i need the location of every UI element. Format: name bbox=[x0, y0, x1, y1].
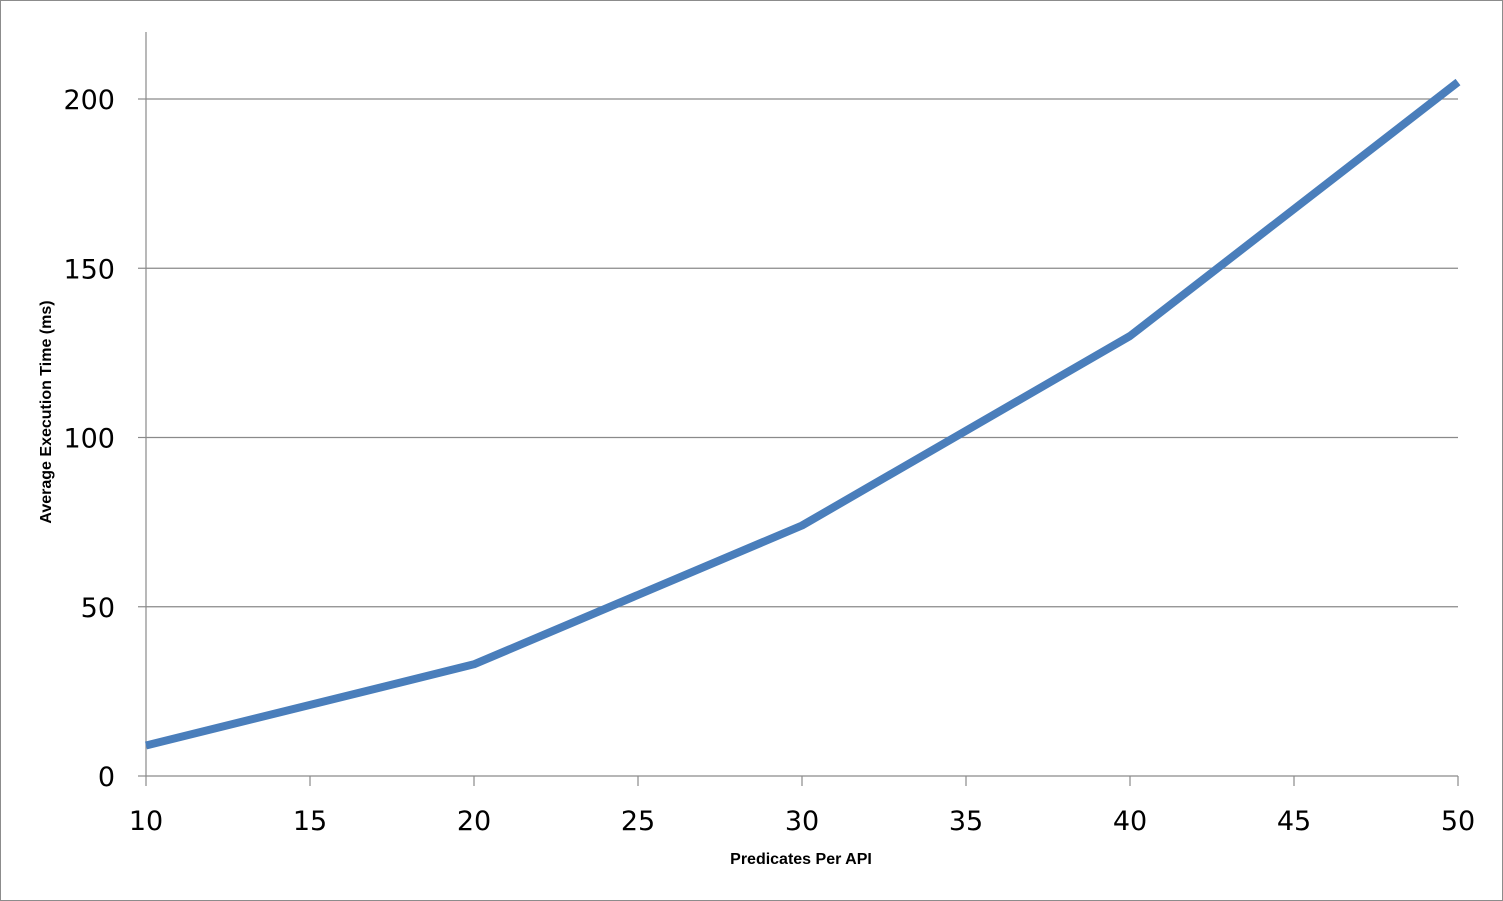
x-tick-label-25: 25 bbox=[621, 806, 655, 837]
y-tick-label-50: 50 bbox=[81, 593, 115, 624]
x-tick-label-20: 20 bbox=[457, 806, 491, 837]
y-tick-label-100: 100 bbox=[63, 424, 115, 455]
x-tick-label-50: 50 bbox=[1441, 806, 1475, 837]
x-tick-label-30: 30 bbox=[785, 806, 819, 837]
y-axis-title: Average Execution Time (ms) bbox=[38, 300, 55, 523]
series-line-0 bbox=[145, 78, 1461, 750]
tick-labels: 0 50 100 150 200 10 15 20 25 30 35 40 45 50 bbox=[63, 85, 1475, 837]
series-layer bbox=[145, 78, 1461, 750]
axes bbox=[138, 32, 1459, 786]
x-tick-label-40: 40 bbox=[1113, 806, 1147, 837]
y-tick-label-0: 0 bbox=[98, 762, 115, 793]
y-tick-label-150: 150 bbox=[63, 254, 115, 285]
x-tick-label-35: 35 bbox=[949, 806, 983, 837]
gridlines bbox=[146, 98, 1458, 608]
x-tick-label-45: 45 bbox=[1277, 806, 1311, 837]
y-tick-label-200: 200 bbox=[63, 85, 115, 116]
x-axis-title: Predicates Per API bbox=[730, 851, 872, 868]
x-tick-label-10: 10 bbox=[129, 806, 163, 837]
x-tick-label-15: 15 bbox=[293, 806, 327, 837]
